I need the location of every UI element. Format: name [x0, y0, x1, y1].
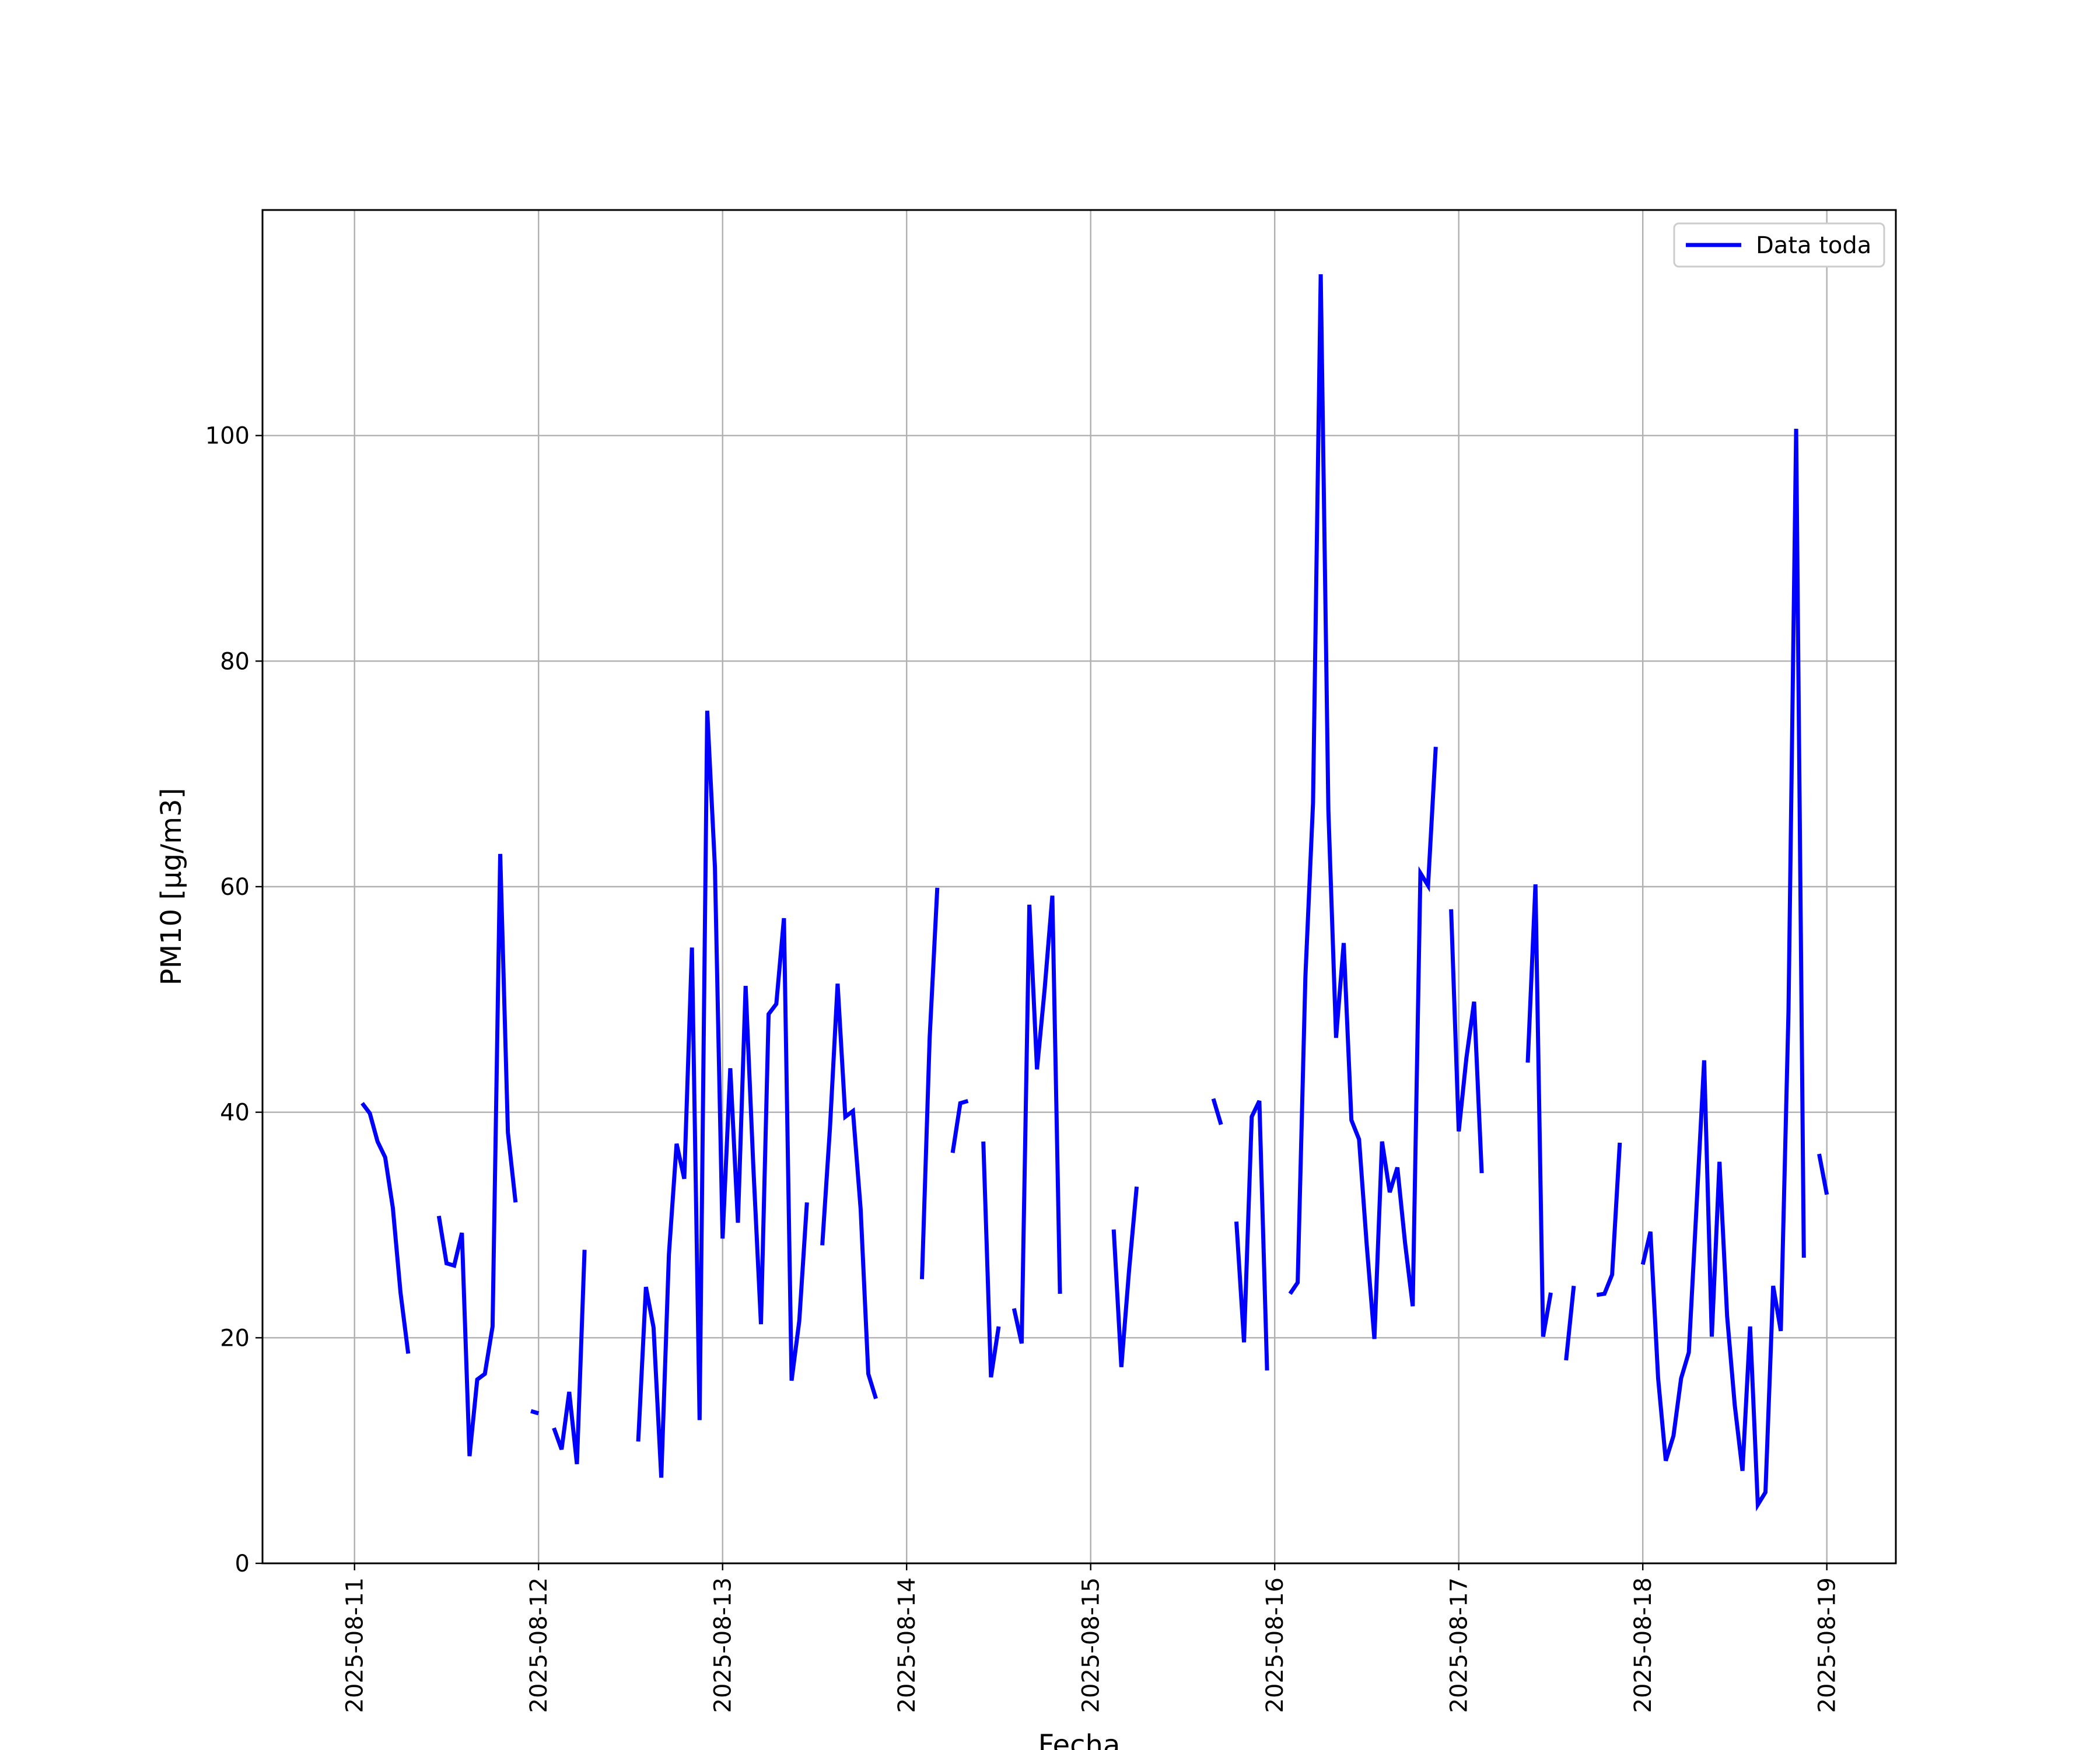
series-line-segment	[920, 887, 940, 1279]
x-tick-label: 2025-08-18	[1630, 1577, 1657, 1713]
series-line-segment	[1234, 1100, 1269, 1371]
x-tick-label: 2025-08-12	[526, 1577, 552, 1713]
series-line-segment	[1596, 1142, 1622, 1297]
series-line-segment	[1640, 429, 1806, 1512]
y-tick-label: 40	[220, 1100, 250, 1126]
series-line-segment	[1564, 1286, 1576, 1361]
series-line-segment	[552, 1250, 587, 1465]
series-line-segment	[1111, 1186, 1139, 1367]
y-tick-label: 60	[220, 874, 250, 901]
legend: Data toda	[1673, 222, 1885, 268]
series-line-segment	[360, 1102, 411, 1354]
y-tick-label: 80	[220, 648, 250, 675]
x-tick-label: 2025-08-16	[1262, 1577, 1289, 1713]
series-line-segment	[436, 853, 518, 1457]
x-tick-label: 2025-08-11	[342, 1577, 369, 1713]
x-tick-label: 2025-08-15	[1078, 1577, 1105, 1713]
series-line-segment	[1449, 909, 1484, 1174]
series-line-segment	[981, 1141, 1001, 1378]
series-line-segment	[530, 1409, 540, 1416]
series-line-segment	[1012, 895, 1062, 1344]
y-tick-label: 20	[220, 1325, 250, 1352]
x-tick-label: 2025-08-17	[1446, 1577, 1473, 1713]
axes: 0 20 40 60 80 100 2025-08-11 2025-08-12 2025-08-…	[205, 423, 1841, 1713]
data-series	[360, 274, 1829, 1512]
y-axis-label: PM10 [μg/m3]	[155, 788, 188, 986]
series-line-segment	[1288, 274, 1438, 1339]
y-tick-label: 0	[235, 1550, 250, 1577]
grid	[262, 210, 1896, 1564]
series-line-segment	[820, 984, 878, 1399]
x-tick-label: 2025-08-14	[894, 1577, 921, 1713]
x-tick-label: 2025-08-19	[1814, 1577, 1841, 1713]
series-line-segment	[1817, 1153, 1829, 1195]
y-tick-label: 100	[205, 423, 250, 450]
series-line-segment	[1211, 1098, 1223, 1125]
series-line-segment	[636, 710, 809, 1478]
legend-label-data-toda: Data toda	[1756, 232, 1871, 259]
series-line-segment	[950, 1098, 969, 1153]
x-tick-label: 2025-08-13	[710, 1577, 737, 1713]
legend-box	[1673, 222, 1885, 268]
series-line-segment	[1525, 884, 1553, 1338]
x-axis-label: Fecha	[1038, 1729, 1121, 1750]
